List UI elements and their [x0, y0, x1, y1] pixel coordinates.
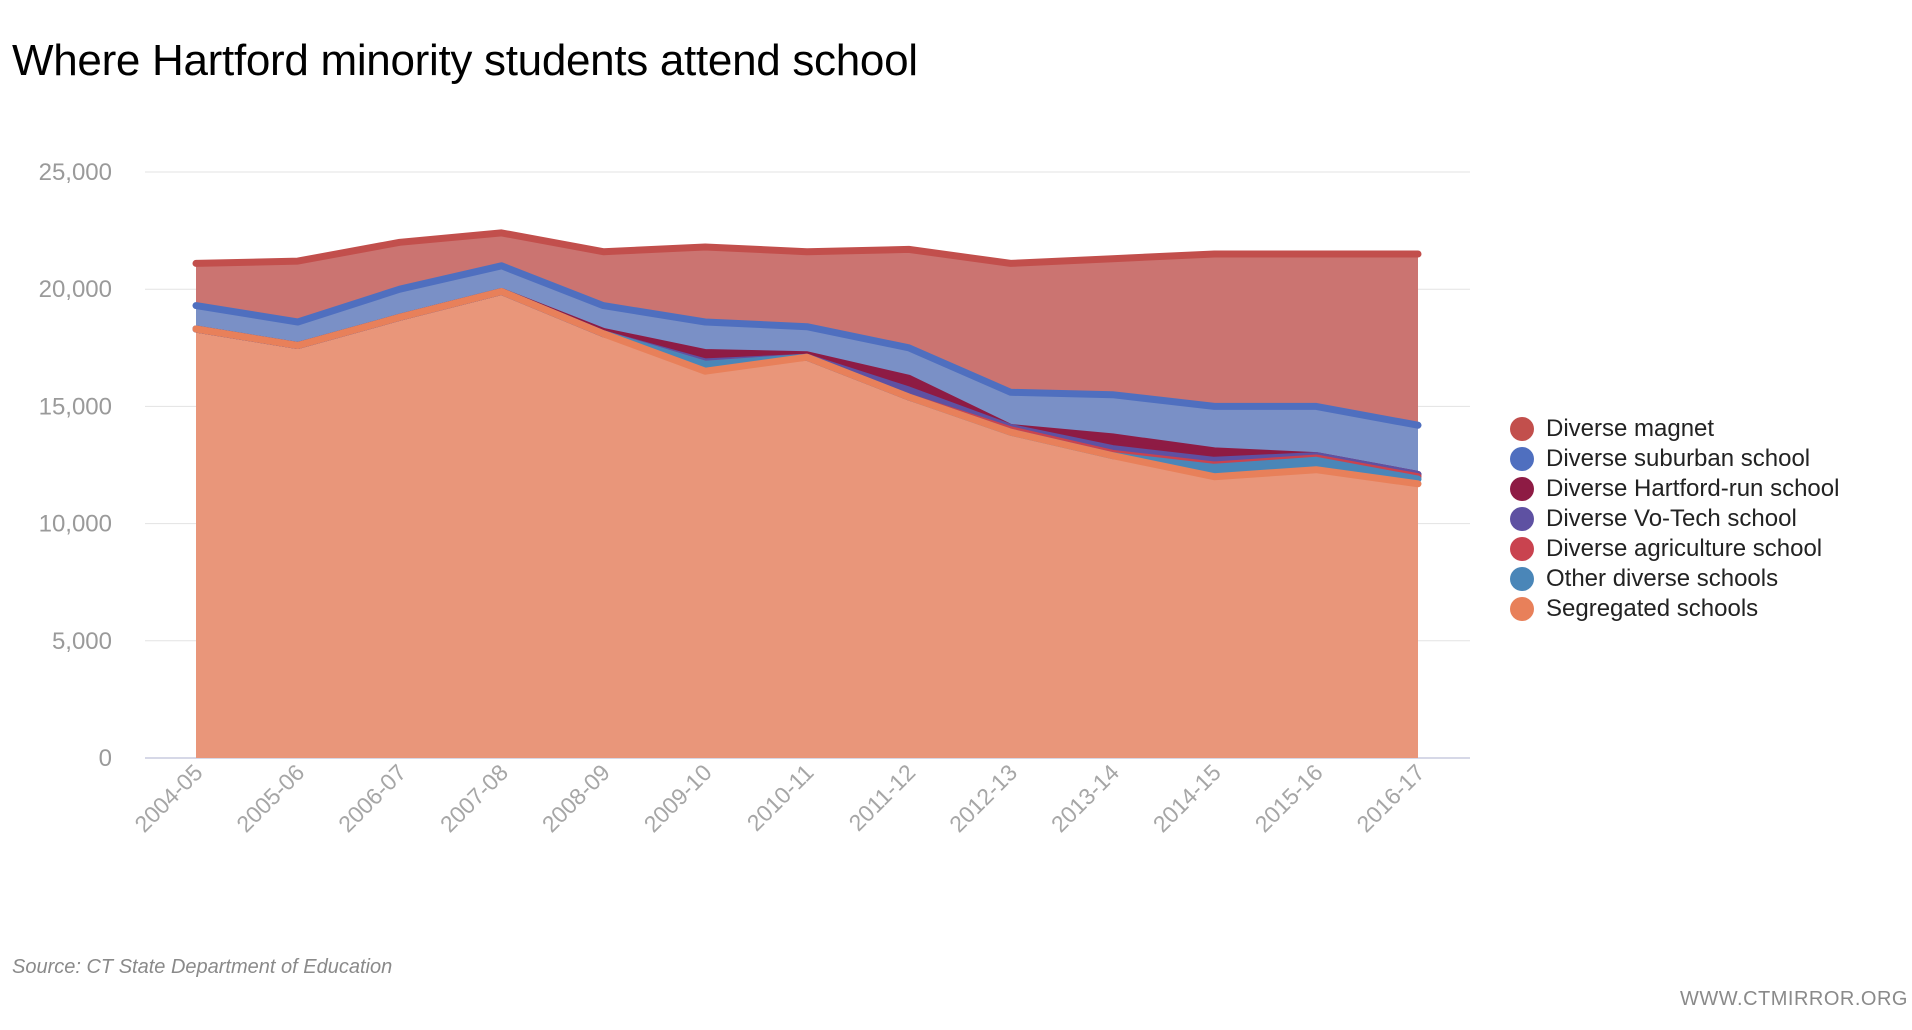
- x-tick-label: 2006-07: [333, 759, 411, 837]
- y-tick-label: 5,000: [52, 628, 112, 655]
- x-tick-label: 2016-17: [1351, 759, 1429, 837]
- line-segregated-schools: [192, 288, 1422, 488]
- legend-label: Diverse agriculture school: [1546, 535, 1823, 562]
- legend-item: Diverse agriculture school: [1510, 534, 1839, 564]
- x-tick-label: 2005-06: [231, 759, 309, 837]
- legend-label: Diverse magnet: [1546, 415, 1715, 442]
- y-tick-label: 10,000: [39, 511, 112, 538]
- line-diverse-magnet: [192, 229, 1422, 267]
- y-tick-label: 0: [99, 745, 112, 772]
- legend-label: Diverse suburban school: [1546, 445, 1811, 472]
- legend-swatch: [1510, 567, 1534, 591]
- y-tick-label: 15,000: [39, 393, 112, 420]
- legend-swatch: [1510, 417, 1534, 441]
- legend-swatch: [1510, 477, 1534, 501]
- legend-label: Diverse Hartford-run school: [1546, 475, 1840, 502]
- x-tick-label: 2014-15: [1148, 759, 1226, 837]
- legend-swatch: [1510, 537, 1534, 561]
- area-diverse-suburban-school: [196, 265, 1418, 475]
- area-segregated-schools: [196, 291, 1418, 758]
- legend-label: Segregated schools: [1546, 595, 1759, 622]
- y-tick-label: 25,000: [39, 159, 112, 186]
- source-note: Source: CT State Department of Education: [12, 956, 393, 978]
- x-tick-label: 2013-14: [1046, 759, 1124, 837]
- x-tick-label: 2007-08: [435, 759, 513, 837]
- legend-label: Diverse Vo-Tech school: [1546, 505, 1797, 532]
- legend-item: Other diverse schools: [1510, 564, 1839, 594]
- y-tick-label: 20,000: [39, 276, 112, 303]
- area-diverse-magnet: [196, 232, 1418, 426]
- line-diverse-suburban-school: [192, 262, 1422, 429]
- x-tick-label: 2004-05: [129, 759, 207, 837]
- legend-item: Diverse Hartford-run school: [1510, 474, 1839, 504]
- legend-swatch: [1510, 447, 1534, 471]
- x-tick-label: 2009-10: [639, 759, 717, 837]
- x-tick-label: 2008-09: [537, 759, 615, 837]
- legend-item: Segregated schools: [1510, 594, 1839, 624]
- x-tick-label: 2011-12: [844, 759, 921, 836]
- legend: Diverse magnet Diverse suburban school Div…: [1510, 414, 1839, 624]
- x-tick-label: 2012-13: [944, 759, 1022, 837]
- chart-title: Where Hartford minority students attend …: [12, 36, 918, 85]
- legend-label: Other diverse schools: [1546, 565, 1779, 592]
- legend-swatch: [1510, 597, 1534, 621]
- legend-item: Diverse Vo-Tech school: [1510, 504, 1839, 534]
- legend-swatch: [1510, 507, 1534, 531]
- legend-item: Diverse magnet: [1510, 414, 1839, 444]
- x-tick-label: 2015-16: [1250, 759, 1328, 837]
- legend-item: Diverse suburban school: [1510, 444, 1839, 474]
- x-tick-label: 2010-11: [742, 759, 819, 836]
- site-credit: WWW.CTMIRROR.ORG: [1680, 988, 1908, 1010]
